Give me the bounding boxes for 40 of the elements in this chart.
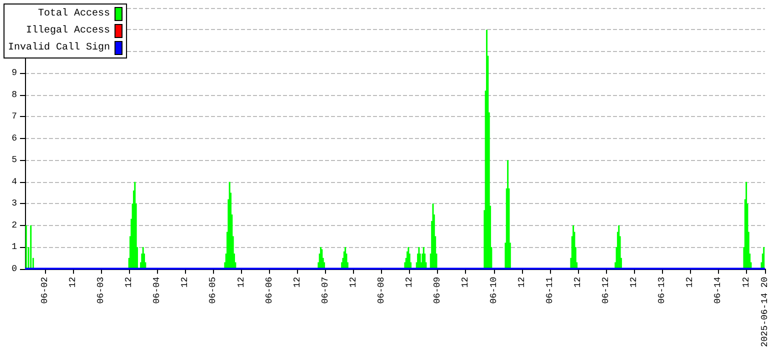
x-tick-label: 06-03: [96, 276, 106, 304]
x-tick-label: 12: [516, 276, 527, 288]
x-tick-label: 06-13: [657, 276, 668, 304]
x-tick-label: 12: [741, 276, 752, 288]
x-tick-label: 12: [572, 276, 583, 288]
y-tick-label: 7: [12, 112, 17, 122]
x-tick-label: 12: [460, 276, 471, 288]
x-tick-label: 06-12: [601, 276, 612, 304]
x-tick-label: 06-11: [544, 276, 555, 304]
x-tick-label: 12: [348, 276, 358, 288]
y-tick-label: 8: [12, 90, 17, 100]
x-tick-label: 12: [629, 276, 640, 288]
x-tick-label: 06-05: [208, 276, 218, 304]
legend-label: Invalid Call Sign: [8, 42, 110, 54]
x-tick-label: 12: [68, 276, 78, 288]
x-tick-label: 06-08: [376, 276, 387, 304]
y-tick-label: 4: [12, 176, 17, 187]
x-tick-label: 06-02: [40, 276, 50, 304]
x-tick-label: 2025-06-14 20: [760, 276, 770, 348]
x-tick-label: 12: [292, 276, 302, 288]
x-tick-label: 06-10: [488, 276, 499, 304]
x-tick-label: 12: [236, 276, 246, 288]
x-tick-label: 12: [124, 276, 134, 288]
x-tick-label: 06-04: [152, 276, 162, 304]
y-tick-label: 5: [12, 155, 17, 166]
y-tick-label: 1: [12, 242, 17, 252]
x-tick-label: 06-06: [264, 276, 274, 304]
y-tick-label: 6: [12, 133, 17, 144]
legend-label: Illegal Access: [26, 24, 110, 36]
x-tick-label: 06-07: [320, 276, 330, 304]
x-tick-label: 12: [404, 276, 415, 288]
x-tick-label: 06-09: [432, 276, 443, 304]
legend-label: Total Access: [38, 8, 110, 20]
x-tick-label: 06-14: [713, 276, 724, 304]
y-tick-label: 3: [12, 198, 17, 209]
x-tick-label: 12: [685, 276, 696, 288]
y-tick-label: 2: [12, 220, 17, 230]
x-tick-label: 12: [180, 276, 190, 288]
y-tick-label: 0: [12, 264, 17, 274]
y-tick-label: 9: [12, 68, 17, 78]
